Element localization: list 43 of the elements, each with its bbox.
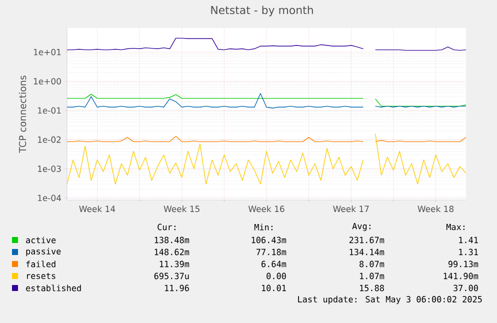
y-tick-label: 1e+01 — [34, 48, 61, 56]
text: 99.13m — [448, 260, 478, 268]
legend-label: active — [26, 236, 56, 244]
text: 138.48m — [154, 236, 190, 244]
text: Max: — [446, 224, 464, 230]
text: 6.64m — [262, 260, 286, 268]
y-tick-label: 1e-02 — [38, 136, 61, 143]
text: Min: — [254, 224, 272, 230]
text: 231.67m — [349, 236, 384, 244]
text: Last update: Sat May 3 06:00:02 2025 — [298, 296, 482, 304]
y-axis-title: TCP connections — [18, 76, 26, 153]
text: 106.43m — [252, 236, 286, 244]
text: 695.37u — [154, 272, 189, 280]
legend-label: resets — [27, 272, 56, 280]
text: 8.07m — [360, 260, 384, 268]
text: Avg: — [352, 223, 370, 231]
x-tick-label: Week 15 — [164, 206, 200, 212]
text: 15.88 — [360, 284, 384, 292]
y-tick-label: 1e+00 — [34, 78, 61, 84]
text: Cur: — [158, 224, 176, 230]
text: 11.96 — [165, 284, 189, 292]
text: 148.62m — [154, 248, 190, 256]
legend-label: failed — [26, 260, 56, 268]
x-tick-label: Week 17 — [333, 206, 369, 212]
legend-label: passive — [26, 248, 61, 256]
text: 0.00 — [266, 272, 286, 280]
text: 141.90m — [444, 272, 478, 280]
legend-label: established — [26, 284, 81, 292]
y-tick-label: 1e-03 — [38, 166, 61, 172]
text: 37.00 — [454, 284, 478, 292]
text: 1.07m — [360, 272, 384, 280]
x-tick-label: Week 18 — [418, 206, 454, 212]
text: 1.41 — [459, 236, 478, 244]
y-tick-label: 1e-01 — [38, 107, 61, 114]
text: 134.14m — [350, 248, 384, 256]
text: 1.31 — [459, 248, 478, 256]
text: 77.18m — [256, 248, 286, 256]
text: 11.39m — [160, 260, 190, 268]
chart-title: Netstat - by month — [211, 6, 313, 16]
text: 10.01 — [262, 284, 286, 292]
x-tick-label: Week 14 — [79, 206, 116, 212]
x-tick-label: Week 16 — [248, 206, 284, 212]
y-tick-label: 1e-04 — [38, 194, 61, 202]
